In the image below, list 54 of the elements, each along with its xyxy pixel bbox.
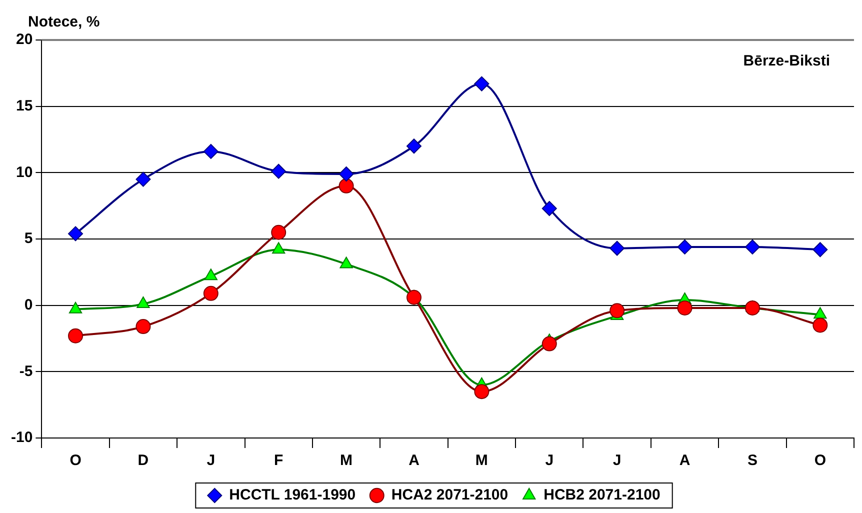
legend-label: HCCTL 1961-1990 xyxy=(229,486,356,504)
point xyxy=(812,318,828,333)
y-tick-label: -5 xyxy=(19,362,33,380)
point xyxy=(474,76,490,92)
point xyxy=(271,164,286,179)
x-tick-label: A xyxy=(408,452,420,470)
y-axis-title: Notece, % xyxy=(28,14,100,31)
point xyxy=(406,138,422,154)
point xyxy=(338,166,354,182)
point xyxy=(68,302,82,314)
x-tick-label: A xyxy=(679,452,690,470)
point xyxy=(68,328,84,344)
point xyxy=(744,300,760,316)
x-tick-label: O xyxy=(70,452,82,470)
x-tick-label: D xyxy=(138,452,149,470)
annotation: Bērze-Biksti xyxy=(743,52,830,70)
point xyxy=(204,268,218,280)
point xyxy=(203,286,218,301)
x-tick-label: J xyxy=(206,452,216,470)
y-tick-label: 5 xyxy=(24,230,33,248)
point xyxy=(542,336,557,352)
point xyxy=(677,239,692,254)
point xyxy=(340,256,353,268)
point xyxy=(271,224,286,240)
point xyxy=(338,178,354,194)
point xyxy=(812,242,828,258)
point xyxy=(272,242,286,254)
y-tick-label: 20 xyxy=(16,31,33,48)
point xyxy=(136,172,151,187)
point xyxy=(406,290,422,305)
point xyxy=(814,307,827,319)
x-tick-label: S xyxy=(747,452,758,470)
point xyxy=(136,319,151,334)
x-tick-label: J xyxy=(612,452,622,470)
y-tick-label: 15 xyxy=(16,97,33,114)
x-tick-label: M xyxy=(475,452,488,470)
x-tick-label: J xyxy=(545,452,554,470)
x-tick-label: O xyxy=(814,452,826,470)
point xyxy=(136,296,150,308)
y-tick-label: 0 xyxy=(24,296,33,314)
point xyxy=(677,300,692,316)
y-tick-label: 10 xyxy=(16,164,33,181)
point xyxy=(68,226,84,242)
y-tick-label: -10 xyxy=(10,429,33,446)
point xyxy=(203,144,218,159)
legend-label: HCB2 2071-2100 xyxy=(544,486,660,504)
point xyxy=(610,303,625,318)
point xyxy=(474,384,490,400)
legend-label: HCA2 2071-2100 xyxy=(391,486,508,504)
x-tick-label: F xyxy=(274,452,284,470)
x-tick-label: M xyxy=(340,452,353,470)
point xyxy=(744,239,760,254)
point xyxy=(610,240,625,256)
point xyxy=(542,200,557,216)
